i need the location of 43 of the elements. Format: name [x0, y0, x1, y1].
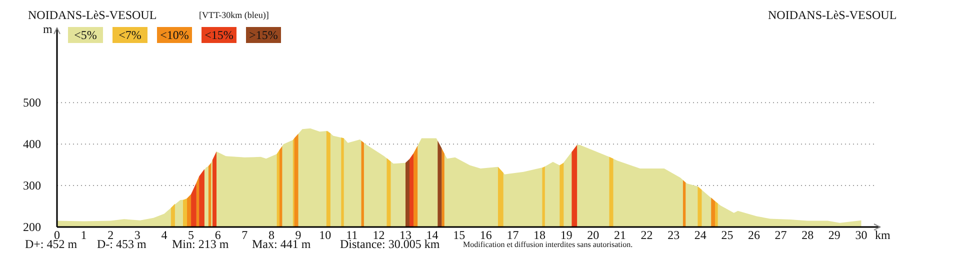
text: <5%: [74, 28, 97, 42]
x-tick-label: 19: [560, 228, 572, 242]
x-axis-title: km: [875, 228, 891, 242]
chart-title: NOIDANS-LèS-VESOUL: [28, 8, 157, 22]
x-tick-label: 27: [774, 228, 787, 242]
text: <10%: [160, 28, 189, 42]
y-tick-label: 200: [23, 220, 41, 234]
x-tick-label: 10: [319, 228, 332, 242]
y-tick-label: 500: [23, 96, 41, 110]
y-tick-label: 400: [23, 137, 41, 152]
x-tick-label: 6: [214, 228, 221, 242]
x-tick-label: 16: [480, 228, 492, 242]
text: <15%: [204, 28, 234, 42]
x-tick-label: 24: [694, 228, 706, 242]
y-tick-label: 300: [23, 178, 41, 193]
x-tick-label: 4: [161, 228, 168, 242]
x-tick-label: 7: [242, 228, 248, 242]
x-tick-label: 12: [372, 228, 385, 242]
x-tick-label: 15: [453, 228, 466, 242]
x-tick-label: 28: [802, 228, 814, 242]
text: >15%: [249, 28, 278, 42]
x-tick-label: 2: [108, 228, 114, 242]
x-tick-label: 14: [426, 228, 438, 242]
text: Modification et diffusion interdites sans autorisation.: [463, 240, 633, 249]
x-tick-label: 26: [748, 228, 760, 242]
chart-subtitle: [VTT-30km (bleu)]: [199, 10, 269, 20]
x-tick-label: 30: [855, 228, 868, 242]
x-tick-label: 1: [80, 228, 87, 242]
x-tick-label: 20: [587, 228, 600, 242]
text: <7%: [118, 28, 142, 42]
x-tick-label: 18: [534, 228, 546, 242]
x-tick-label: 3: [134, 228, 140, 242]
x-tick-label: 5: [188, 228, 194, 242]
x-tick-label: 21: [614, 228, 626, 242]
x-tick-label: 23: [668, 228, 680, 242]
x-tick-label: 25: [721, 228, 734, 242]
x-tick-label: 9: [295, 228, 302, 242]
x-tick-label: 17: [506, 228, 519, 242]
y-axis-title: m: [43, 22, 53, 36]
x-tick-label: 22: [640, 228, 653, 242]
x-tick-label: 29: [828, 228, 840, 242]
x-tick-label: 8: [268, 228, 274, 242]
text: NOIDANS-LèS-VESOUL: [768, 8, 897, 22]
